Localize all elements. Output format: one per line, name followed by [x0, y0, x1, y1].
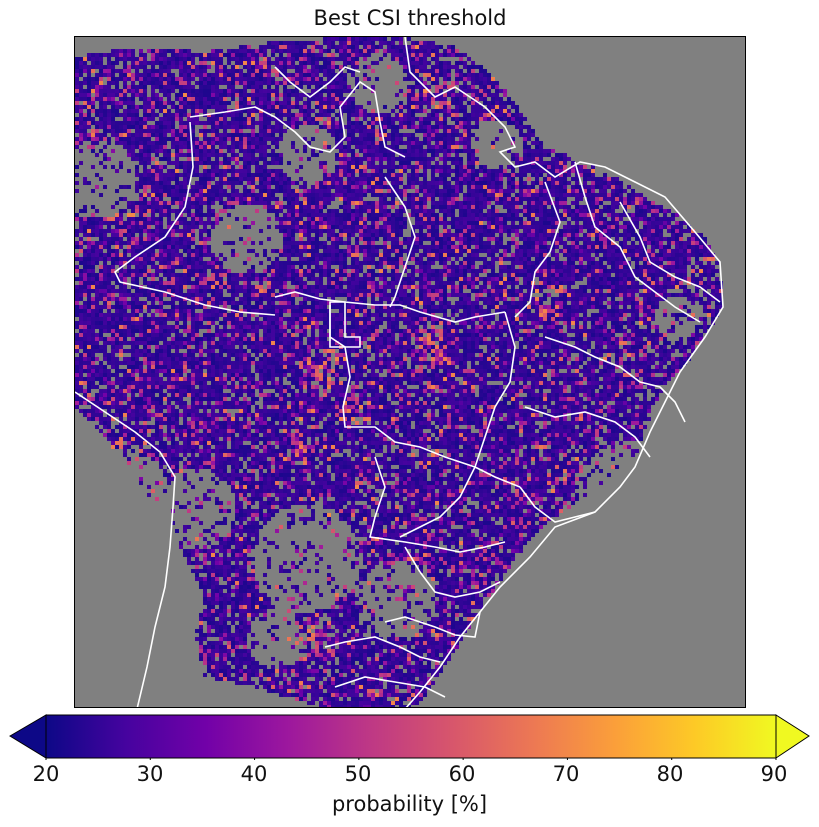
border-east-3	[619, 201, 721, 303]
border-north-2	[274, 291, 506, 323]
state-boundaries	[75, 37, 724, 707]
border-southeast-coast-inner	[519, 486, 596, 523]
border-south-3	[324, 636, 441, 663]
border-central-1	[384, 176, 416, 308]
border-far-south	[334, 676, 446, 698]
border-southeast-1	[524, 406, 651, 458]
continent-west-edge	[75, 391, 176, 707]
colorbar-tick-50: 50	[344, 762, 372, 786]
colorbar-gradient	[45, 714, 777, 759]
border-southeast-2	[369, 456, 506, 553]
chart-title: Best CSI threshold	[313, 6, 507, 30]
border-east-2	[574, 161, 701, 323]
colorbar-ticks	[45, 758, 777, 760]
border-north-1	[113, 121, 276, 316]
border-north-coast	[274, 66, 361, 98]
map-svg	[75, 37, 724, 707]
coastline	[404, 37, 724, 707]
colorbar-tick-70: 70	[552, 762, 580, 786]
border-south-2	[384, 611, 481, 638]
colorbar-tick-60: 60	[448, 762, 476, 786]
colorbar-extend-high	[775, 714, 810, 759]
colorbar	[9, 714, 810, 760]
colorbar-tick-40: 40	[240, 762, 268, 786]
border-inner-rect	[329, 301, 361, 348]
colorbar-tick-20: 20	[32, 762, 60, 786]
border-south-1	[404, 546, 501, 598]
colorbar-extend-low	[9, 714, 47, 759]
colorbar-tick-90: 90	[760, 762, 788, 786]
border-east-1	[514, 181, 561, 318]
map-panel	[74, 36, 746, 708]
colorbar-label: probability [%]	[331, 792, 488, 816]
border-northwest	[189, 80, 406, 158]
border-central-3	[399, 311, 516, 538]
probability-raster	[75, 37, 723, 707]
colorbar-tick-80: 80	[656, 762, 684, 786]
border-east-4	[544, 336, 686, 423]
colorbar-tick-30: 30	[136, 762, 164, 786]
